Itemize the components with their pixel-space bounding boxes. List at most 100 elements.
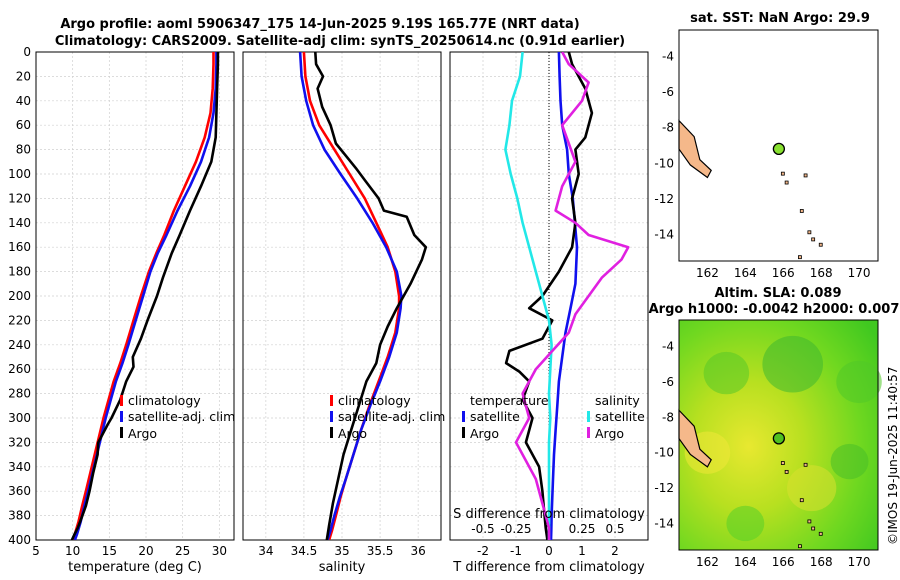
series-group — [298, 52, 428, 540]
land-islet — [798, 544, 802, 549]
salinity-legend: climatology satellite-adj. clim Argo — [330, 393, 445, 441]
difference-xlabel: T difference from climatology — [452, 560, 645, 575]
x-tick-label: 36 — [411, 544, 426, 558]
sst-map: 162 164 166 168 170 -4 -6 -8 -10 -12 -14 — [654, 29, 879, 280]
land-islet — [807, 519, 812, 524]
y-tick-label: 20 — [16, 69, 31, 83]
legend-swatch-s-satellite — [587, 411, 590, 422]
y-tick-label: 120 — [8, 191, 31, 205]
map-lat-tick: -12 — [654, 481, 674, 495]
series-line-s-satellite — [504, 52, 553, 540]
sla-anomaly-blob — [703, 351, 750, 395]
map-lon-tick: 164 — [734, 555, 757, 569]
y-tick-label: 280 — [8, 387, 31, 401]
x-tick-label: 35 — [334, 544, 349, 558]
x-tick-label: 10 — [65, 544, 80, 558]
legend-label-argo: Argo — [128, 426, 157, 441]
x-tick-label: 34 — [258, 544, 273, 558]
map-lat-tick: -6 — [662, 85, 674, 99]
plot-frame — [35, 51, 235, 541]
land-islet — [803, 173, 808, 178]
map-lon-tick: 166 — [772, 266, 795, 280]
legend-label-t-argo: Argo — [470, 426, 499, 441]
y-tick-label: 360 — [8, 484, 31, 498]
land-islet — [803, 462, 808, 467]
sla-anomaly-blob — [836, 360, 882, 404]
map-lon-tick: 162 — [696, 266, 719, 280]
legend-label-argo: Argo — [338, 426, 367, 441]
y-tick-label: 340 — [8, 460, 31, 474]
land-islet — [818, 531, 823, 536]
x-tick-label: 15 — [102, 544, 117, 558]
legend-swatch-argo — [330, 427, 333, 438]
title-line-2: Climatology: CARS2009. Satellite-adj cli… — [55, 34, 625, 49]
x-tick-label-s: -0.5 — [471, 522, 494, 536]
sla-anomaly-blob — [762, 335, 824, 393]
map-lat-tick: -12 — [654, 192, 674, 206]
temperature-xlabel: temperature (deg C) — [68, 560, 202, 575]
series-line-argo — [70, 52, 220, 540]
legend-swatch-s-argo — [587, 427, 590, 438]
map-lat-tick: -4 — [662, 50, 674, 64]
y-tick-label: 180 — [8, 265, 31, 279]
legend-swatch-climatology — [120, 395, 123, 406]
land-islet — [811, 237, 816, 242]
temperature-legend: climatology satellite-adj. clim Argo — [120, 393, 235, 441]
y-tick-label: 300 — [8, 411, 31, 425]
y-tick-label: 140 — [8, 216, 31, 230]
y-tick-label: 100 — [8, 167, 31, 181]
x-tick-label-s: 0.25 — [569, 522, 596, 536]
map-lon-tick: 168 — [810, 555, 833, 569]
legend-swatch-t-argo — [462, 427, 465, 438]
legend-swatch-climatology — [330, 395, 333, 406]
y-tick-label: 160 — [8, 240, 31, 254]
sla-anomaly-blob — [787, 465, 837, 512]
sla-map-title: Altim. SLA: 0.089 — [715, 286, 842, 301]
legend-label-climatology: climatology — [128, 393, 201, 408]
map-lon-tick: 170 — [848, 266, 871, 280]
x-tick-label-s: -0.25 — [500, 522, 531, 536]
land-islet — [799, 209, 804, 213]
land-islet — [811, 526, 816, 531]
legend-label-satellite: satellite-adj. clim — [128, 409, 235, 424]
x-tick-label: 25 — [175, 544, 190, 558]
x-tick-label-s: 0.5 — [605, 522, 624, 536]
map-lat-tick: -6 — [662, 375, 674, 389]
land-islet — [784, 469, 789, 474]
x-tick-label: 5 — [32, 544, 40, 558]
y-tick-label: 80 — [16, 143, 31, 157]
map-lat-tick: -4 — [662, 340, 674, 354]
legend-swatch-t-satellite — [462, 411, 465, 422]
y-tick-label: 40 — [16, 94, 31, 108]
x-tick-label: 30 — [212, 544, 227, 558]
map-lon-tick: 170 — [848, 555, 871, 569]
land-islet — [818, 242, 823, 247]
map-lat-tick: -8 — [662, 121, 674, 135]
x-tick-label-t: 2 — [611, 544, 619, 558]
legend-label-climatology: climatology — [338, 393, 411, 408]
series-group — [70, 52, 220, 540]
y-tick-label: 380 — [8, 509, 31, 523]
x-tick-label: 34.5 — [291, 544, 318, 558]
legend-label-s-argo: Argo — [595, 426, 624, 441]
legend-swatch-satellite — [120, 411, 123, 422]
sla-map-subtitle: Argo h1000: -0.0042 h2000: 0.007 — [649, 302, 900, 317]
land-islet — [798, 255, 802, 260]
map-lat-tick: -10 — [654, 446, 674, 460]
series-line-t-argo — [504, 52, 594, 540]
land-islet — [799, 498, 804, 503]
land-islet — [780, 171, 785, 176]
y-tick-label: 400 — [8, 533, 31, 547]
x-tick-label-t: 0 — [545, 544, 553, 558]
legend-title-salinity: salinity — [595, 393, 640, 408]
y-tick-label: 60 — [16, 118, 31, 132]
y-tick-label: 200 — [8, 289, 31, 303]
land-islet — [784, 180, 789, 185]
sla-anomaly-blob — [830, 443, 869, 480]
x-tick-label: 35.5 — [367, 544, 394, 558]
salinity-panel: 34 34.5 35 35.5 36 — [242, 51, 442, 558]
series-group — [504, 52, 630, 540]
x-tick-label-t: -1 — [510, 544, 522, 558]
sst-map-title: sat. SST: NaN Argo: 29.9 — [690, 11, 870, 26]
